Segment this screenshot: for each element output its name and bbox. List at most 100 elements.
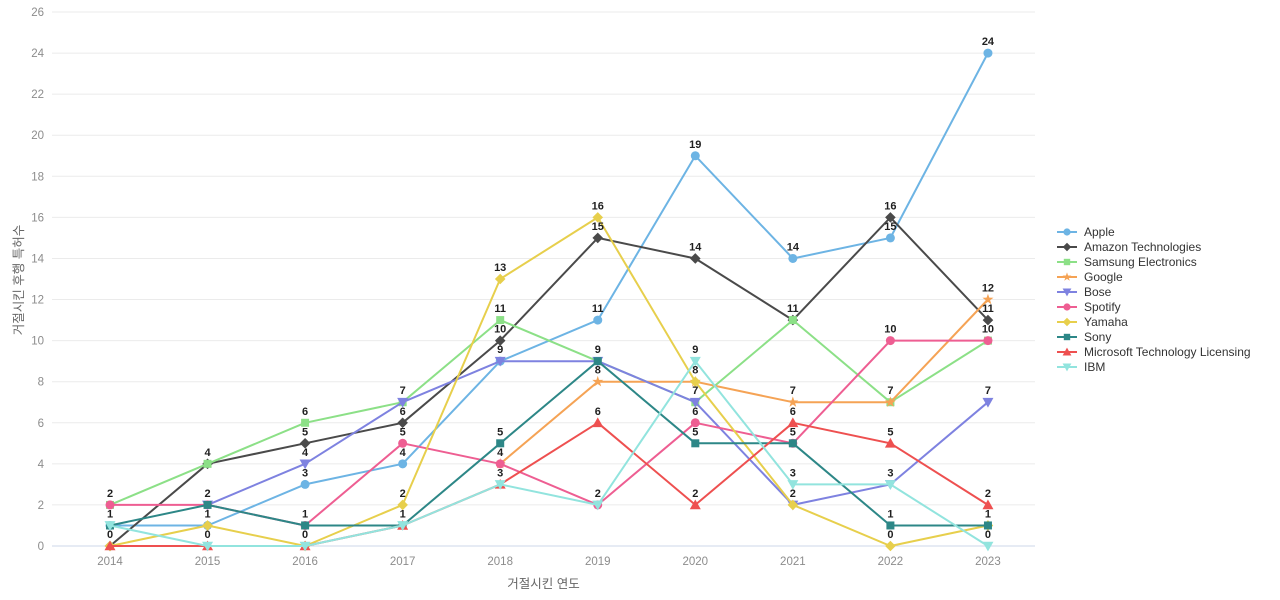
point-label: 5 — [790, 426, 796, 438]
legend-label: IBM — [1084, 359, 1106, 374]
square-marker — [983, 521, 992, 530]
legend-label: Bose — [1084, 284, 1112, 299]
y-tick-label: 2 — [38, 500, 44, 512]
diamond-marker — [690, 376, 701, 387]
diamond-marker — [397, 417, 408, 429]
y-tick-label: 22 — [31, 89, 44, 101]
point-label: 11 — [787, 303, 799, 315]
point-label: 0 — [985, 529, 991, 541]
circle-marker — [983, 48, 993, 58]
y-tick-label: 8 — [38, 377, 44, 389]
circle-marker — [885, 336, 895, 346]
y-tick-label: 24 — [31, 48, 44, 60]
point-label: 5 — [887, 426, 893, 438]
gridlines — [52, 11, 1035, 547]
legend-item-spotify[interactable]: Spotify — [1056, 299, 1251, 314]
point-label: 6 — [400, 406, 406, 418]
circle-marker — [593, 315, 603, 325]
triangle-down-marker — [494, 356, 506, 367]
point-label: 19 — [689, 139, 701, 151]
point-label: 2 — [204, 488, 210, 500]
triangle-down-marker — [104, 521, 116, 531]
legend-item-google[interactable]: Google — [1056, 269, 1251, 284]
square-marker — [301, 521, 310, 530]
triangle-down-marker — [397, 397, 409, 408]
legend-label: Microsoft Technology Licensing — [1084, 344, 1251, 359]
legend-marker-amazon-technologies — [1057, 242, 1077, 251]
point-label: 3 — [302, 467, 308, 479]
point-label: 11 — [592, 303, 604, 315]
point-label: 3 — [887, 467, 893, 479]
legend-item-amazon-technologies[interactable]: Amazon Technologies — [1056, 239, 1251, 254]
point-label: 13 — [494, 262, 506, 274]
point-label: 4 — [204, 447, 211, 459]
legend-marker-ibm — [1057, 363, 1077, 371]
diamond-marker — [1062, 242, 1072, 251]
diamond-marker — [690, 253, 701, 264]
point-label: 2 — [400, 488, 406, 500]
legend-label: Yamaha — [1084, 314, 1128, 329]
point-label: 6 — [692, 406, 698, 418]
point-label: 0 — [107, 529, 113, 541]
square-marker — [203, 500, 212, 509]
triangle-down-marker — [494, 480, 506, 490]
circle-marker — [885, 233, 895, 243]
star-marker — [592, 375, 604, 387]
legend-item-sony[interactable]: Sony — [1056, 329, 1251, 344]
y-tick-label: 12 — [31, 295, 44, 307]
legend-item-yamaha[interactable]: Yamaha — [1056, 314, 1251, 329]
legend-item-ibm[interactable]: IBM — [1056, 359, 1251, 374]
square-marker — [496, 316, 505, 325]
point-label: 1 — [400, 508, 406, 520]
legend-marker-apple — [1057, 227, 1077, 236]
series-line — [109, 360, 989, 547]
point-label: 6 — [790, 406, 796, 418]
circle-marker — [398, 459, 408, 469]
square-marker — [788, 439, 797, 448]
square-marker — [203, 459, 212, 468]
legend-label: Spotify — [1084, 299, 1121, 314]
legend-item-microsoft-technology-licensing[interactable]: Microsoft Technology Licensing — [1056, 344, 1251, 359]
x-tick-label: 2021 — [780, 556, 806, 568]
y-tick-label: 20 — [31, 130, 44, 142]
point-label: 5 — [400, 426, 406, 438]
circle-marker — [983, 336, 993, 346]
legend-item-bose[interactable]: Bose — [1056, 284, 1251, 299]
triangle-down-marker — [299, 459, 311, 470]
y-tick-label: 4 — [38, 459, 45, 471]
circle-marker — [300, 479, 310, 489]
triangle-down-marker — [689, 397, 701, 408]
triangle-down-marker — [982, 541, 994, 552]
legend-item-samsung-electronics[interactable]: Samsung Electronics — [1056, 254, 1251, 269]
square-marker — [1063, 258, 1071, 265]
point-label: 3 — [497, 467, 503, 479]
y-tick-label: 26 — [31, 7, 44, 19]
legend-label: Apple — [1084, 224, 1115, 239]
point-label: 1 — [204, 508, 210, 520]
legend-marker-google — [1057, 271, 1077, 281]
point-label: 0 — [302, 529, 308, 541]
legend-item-apple[interactable]: Apple — [1056, 224, 1251, 239]
point-label: 4 — [497, 447, 504, 459]
circle-marker — [495, 459, 505, 469]
series-samsung-electronics — [106, 316, 992, 509]
series-line — [499, 298, 989, 465]
circle-marker — [690, 418, 700, 428]
series-line — [109, 319, 989, 506]
legend-marker-yamaha — [1057, 317, 1077, 326]
point-label: 7 — [985, 385, 991, 397]
triangle-down-marker — [299, 541, 311, 552]
point-label: 8 — [595, 365, 601, 377]
point-label: 2 — [985, 488, 991, 500]
legend-marker-spotify — [1057, 302, 1077, 311]
point-label: 7 — [790, 385, 796, 397]
triangle-up-marker — [592, 417, 604, 428]
point-label: 10 — [982, 324, 994, 336]
series-ibm — [104, 356, 994, 552]
point-label: 8 — [692, 365, 698, 377]
square-marker — [691, 439, 700, 448]
series-line — [109, 216, 989, 547]
series-sony — [106, 357, 992, 530]
